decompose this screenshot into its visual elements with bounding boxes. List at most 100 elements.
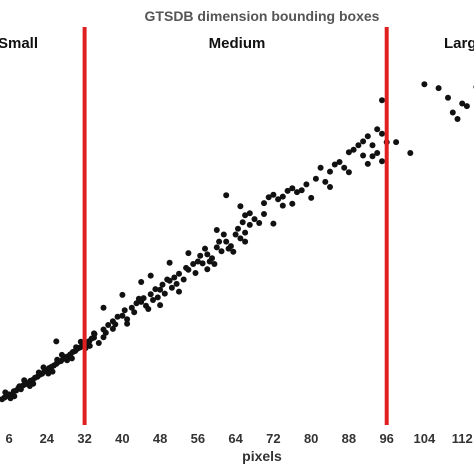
data-point [445, 94, 451, 101]
data-point [223, 238, 230, 245]
data-point [220, 231, 227, 238]
data-point [121, 307, 128, 314]
data-point [140, 295, 147, 302]
data-point [308, 194, 315, 201]
data-point [275, 196, 282, 203]
data-point [223, 192, 230, 199]
data-point [180, 276, 187, 283]
data-point [7, 395, 14, 402]
data-point [279, 202, 286, 209]
data-point [192, 270, 199, 276]
data-point [145, 306, 152, 312]
data-point [21, 377, 28, 384]
x-tick-label: 6 [5, 431, 12, 446]
data-point [345, 169, 352, 176]
data-point [131, 309, 138, 316]
data-point [64, 357, 71, 364]
data-point [176, 288, 182, 295]
data-point [369, 142, 376, 149]
x-tick-label: 72 [266, 431, 280, 446]
data-point [235, 225, 241, 232]
data-point [341, 164, 348, 171]
data-point [105, 322, 112, 328]
data-point [204, 266, 211, 273]
data-point [312, 175, 319, 182]
data-point [190, 261, 197, 267]
data-point [242, 212, 249, 219]
data-point [133, 300, 140, 307]
data-point [364, 133, 371, 140]
data-point [138, 279, 145, 285]
x-tick-label: 104 [414, 431, 436, 446]
region-label-large: Larg [444, 35, 474, 52]
data-point [154, 294, 161, 301]
data-point [100, 304, 107, 311]
data-point [114, 313, 121, 320]
x-tick-label: 64 [228, 431, 243, 446]
data-point [128, 304, 135, 311]
data-point [270, 191, 277, 198]
data-point [112, 321, 119, 328]
chart-title: GTSDB dimension bounding boxes [145, 8, 380, 24]
data-point [213, 244, 220, 251]
data-point [327, 184, 333, 190]
data-point [147, 291, 154, 298]
data-point [279, 193, 286, 200]
data-point [202, 245, 208, 252]
data-point [95, 340, 102, 346]
data-point [421, 81, 428, 88]
data-point [35, 369, 42, 376]
data-point [459, 100, 466, 107]
data-point [109, 325, 116, 332]
x-tick-label: 40 [115, 431, 129, 446]
data-point [379, 130, 385, 137]
data-point [159, 281, 166, 288]
data-point [360, 138, 367, 145]
data-point [54, 356, 61, 363]
data-point [183, 264, 190, 271]
data-point [45, 370, 52, 377]
data-point [379, 158, 385, 165]
x-tick-label: 24 [40, 431, 55, 446]
data-point [213, 227, 220, 233]
data-point [225, 245, 232, 252]
data-point [135, 295, 142, 302]
data-point [355, 142, 362, 149]
data-point [2, 389, 9, 396]
data-point [336, 159, 343, 165]
data-point [157, 286, 164, 293]
data-point [454, 116, 461, 122]
data-point [360, 152, 367, 159]
data-point [230, 248, 237, 255]
data-point [449, 109, 456, 116]
data-point [284, 187, 291, 194]
data-point [435, 85, 442, 92]
data-point [463, 103, 470, 110]
data-point [216, 238, 223, 245]
data-point [407, 150, 414, 156]
data-point [53, 338, 60, 345]
data-point [206, 258, 213, 265]
data-point [16, 383, 23, 390]
x-tick-label: 88 [342, 431, 356, 446]
x-tick-label: 56 [191, 431, 205, 446]
data-point [303, 181, 310, 188]
data-point [124, 316, 131, 323]
data-point [242, 238, 249, 245]
x-tick-label: 80 [304, 431, 318, 446]
data-point [237, 203, 244, 210]
data-point [157, 302, 164, 309]
data-point [232, 231, 239, 238]
data-point [270, 220, 277, 227]
data-point [239, 219, 246, 226]
data-point [194, 258, 201, 265]
data-point [119, 312, 126, 319]
data-point [152, 286, 159, 293]
data-point [322, 178, 329, 185]
points-layer [0, 81, 474, 403]
data-point [242, 229, 249, 236]
data-point [265, 194, 272, 201]
data-point [199, 260, 206, 267]
data-point [68, 355, 75, 362]
data-point [317, 164, 324, 171]
